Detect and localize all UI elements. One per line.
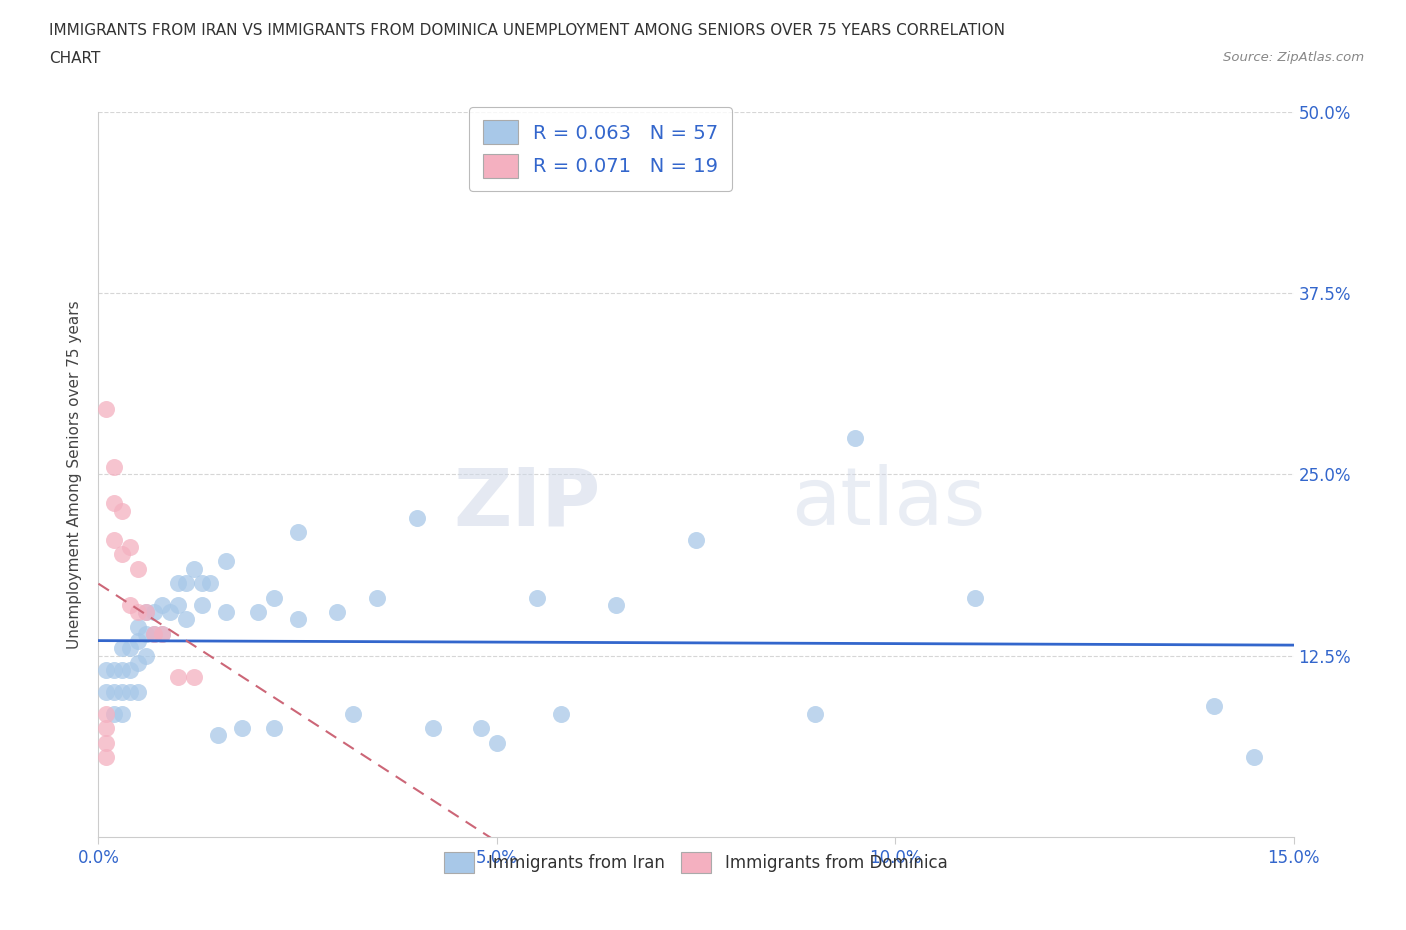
Point xyxy=(287,612,309,627)
Point xyxy=(470,721,492,736)
Point xyxy=(191,576,214,591)
Point xyxy=(111,503,134,518)
Point xyxy=(1243,750,1265,764)
Point xyxy=(103,706,125,721)
Point xyxy=(605,597,627,612)
Point xyxy=(127,619,149,634)
Point xyxy=(143,627,166,642)
Point xyxy=(804,706,827,721)
Point xyxy=(150,627,173,642)
Text: IMMIGRANTS FROM IRAN VS IMMIGRANTS FROM DOMINICA UNEMPLOYMENT AMONG SENIORS OVER: IMMIGRANTS FROM IRAN VS IMMIGRANTS FROM … xyxy=(49,23,1005,38)
Point xyxy=(183,561,205,576)
Point xyxy=(246,604,269,619)
Text: ZIP: ZIP xyxy=(453,464,600,542)
Point xyxy=(844,431,866,445)
Point xyxy=(96,684,118,699)
Point xyxy=(103,663,125,678)
Point xyxy=(96,736,118,751)
Text: Source: ZipAtlas.com: Source: ZipAtlas.com xyxy=(1223,51,1364,64)
Point xyxy=(127,604,149,619)
Point xyxy=(485,736,508,751)
Point xyxy=(150,597,173,612)
Point xyxy=(174,612,197,627)
Point xyxy=(111,684,134,699)
Point xyxy=(111,663,134,678)
Text: atlas: atlas xyxy=(792,464,986,542)
Point xyxy=(422,721,444,736)
Point xyxy=(96,721,118,736)
Point xyxy=(326,604,349,619)
Point xyxy=(143,627,166,642)
Point xyxy=(287,525,309,539)
Point xyxy=(120,684,142,699)
Point xyxy=(96,663,118,678)
Point xyxy=(215,554,238,569)
Point xyxy=(96,402,118,417)
Point xyxy=(127,561,149,576)
Point xyxy=(111,641,134,656)
Point xyxy=(167,597,190,612)
Point xyxy=(96,706,118,721)
Point xyxy=(231,721,253,736)
Point xyxy=(526,591,548,605)
Point xyxy=(342,706,364,721)
Point xyxy=(207,728,229,743)
Point xyxy=(263,721,285,736)
Point xyxy=(135,627,157,642)
Point xyxy=(215,604,238,619)
Point xyxy=(685,532,707,547)
Point xyxy=(135,604,157,619)
Point xyxy=(550,706,572,721)
Point xyxy=(120,663,142,678)
Point xyxy=(96,750,118,764)
Point xyxy=(103,496,125,511)
Point xyxy=(159,604,181,619)
Point xyxy=(135,648,157,663)
Point xyxy=(120,641,142,656)
Point xyxy=(127,633,149,648)
Point xyxy=(366,591,388,605)
Point xyxy=(143,604,166,619)
Point xyxy=(167,576,190,591)
Point xyxy=(963,591,986,605)
Point xyxy=(263,591,285,605)
Point xyxy=(103,459,125,474)
Point xyxy=(191,597,214,612)
Point xyxy=(1202,699,1225,714)
Point xyxy=(111,706,134,721)
Point xyxy=(103,532,125,547)
Point xyxy=(120,539,142,554)
Point xyxy=(150,627,173,642)
Point xyxy=(135,604,157,619)
Point xyxy=(174,576,197,591)
Point xyxy=(120,597,142,612)
Legend: Immigrants from Iran, Immigrants from Dominica: Immigrants from Iran, Immigrants from Do… xyxy=(437,845,955,880)
Y-axis label: Unemployment Among Seniors over 75 years: Unemployment Among Seniors over 75 years xyxy=(67,300,83,648)
Text: CHART: CHART xyxy=(49,51,101,66)
Point xyxy=(167,670,190,684)
Point xyxy=(198,576,221,591)
Point xyxy=(127,684,149,699)
Point xyxy=(183,670,205,684)
Point xyxy=(111,547,134,562)
Point xyxy=(103,684,125,699)
Point xyxy=(127,656,149,671)
Point xyxy=(406,511,429,525)
